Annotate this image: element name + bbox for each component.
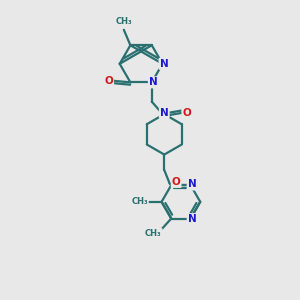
Text: N: N xyxy=(188,214,197,224)
Text: CH₃: CH₃ xyxy=(116,17,132,26)
Text: O: O xyxy=(182,108,191,118)
Text: N: N xyxy=(160,108,169,118)
Text: O: O xyxy=(104,76,113,86)
Text: O: O xyxy=(172,177,181,187)
Text: CH₃: CH₃ xyxy=(145,229,162,238)
Text: N: N xyxy=(149,77,158,87)
Text: N: N xyxy=(160,59,168,69)
Text: N: N xyxy=(188,179,197,190)
Text: CH₃: CH₃ xyxy=(131,197,148,206)
